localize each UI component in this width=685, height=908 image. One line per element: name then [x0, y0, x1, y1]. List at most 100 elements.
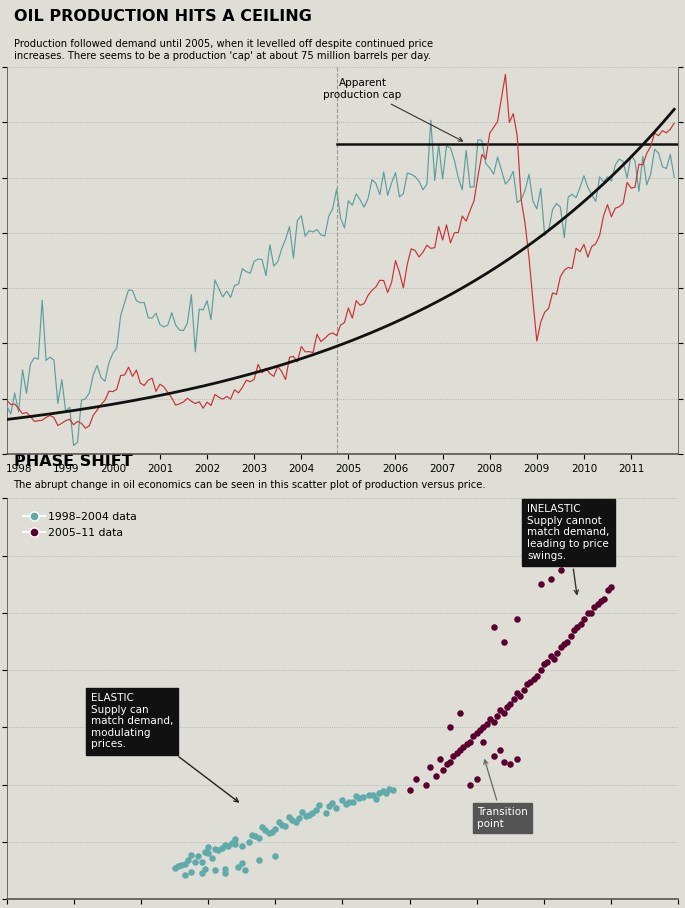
Point: [176, 858, 187, 873]
Point: [226, 836, 237, 851]
Text: PHASE SHIFT: PHASE SHIFT: [14, 454, 132, 469]
Point: [498, 755, 509, 769]
Point: [236, 856, 247, 871]
Point: [374, 785, 385, 800]
Point: [602, 583, 613, 597]
Point: [579, 543, 590, 558]
Point: [488, 620, 499, 635]
Point: [545, 648, 556, 663]
Point: [505, 757, 516, 772]
Point: [253, 853, 264, 867]
Point: [542, 655, 553, 669]
Point: [508, 692, 519, 706]
Point: [558, 637, 569, 652]
Point: [206, 851, 217, 865]
Point: [388, 783, 399, 797]
Point: [495, 703, 506, 717]
Point: [454, 706, 465, 720]
Point: [404, 783, 415, 797]
Point: [203, 846, 214, 861]
Point: [471, 725, 482, 740]
Point: [179, 867, 190, 882]
Point: [445, 720, 456, 735]
Point: [575, 617, 586, 632]
Point: [488, 715, 499, 729]
Point: [586, 606, 597, 620]
Point: [293, 811, 304, 825]
Point: [482, 717, 493, 732]
Text: ELASTIC
Supply can
match demand,
modulating
prices.: ELASTIC Supply can match demand, modulat…: [91, 693, 238, 802]
Point: [384, 782, 395, 796]
Point: [488, 748, 499, 763]
Point: [606, 580, 616, 595]
Point: [498, 706, 509, 720]
Point: [351, 789, 362, 804]
Point: [240, 863, 251, 877]
Text: Transition
point: Transition point: [477, 760, 527, 829]
Point: [270, 849, 281, 864]
Point: [549, 651, 560, 666]
Point: [475, 723, 486, 737]
Point: [340, 796, 351, 811]
Point: [314, 797, 325, 812]
Point: [491, 708, 502, 723]
Point: [461, 737, 472, 752]
Point: [216, 841, 227, 855]
Point: [381, 785, 392, 800]
Text: OIL PRODUCTION HITS A CEILING: OIL PRODUCTION HITS A CEILING: [14, 9, 312, 25]
Point: [535, 577, 546, 592]
Point: [588, 600, 599, 615]
Point: [286, 813, 297, 827]
Point: [471, 772, 482, 786]
Point: [599, 526, 610, 540]
Point: [448, 748, 459, 763]
Point: [186, 847, 197, 862]
Point: [367, 788, 378, 803]
Point: [421, 777, 432, 792]
Point: [337, 793, 348, 807]
Point: [210, 863, 221, 877]
Point: [357, 789, 368, 804]
Point: [266, 824, 277, 839]
Point: [223, 839, 234, 854]
Point: [196, 866, 207, 881]
Point: [521, 677, 532, 692]
Point: [431, 769, 442, 784]
Point: [173, 859, 184, 873]
Point: [599, 591, 610, 606]
Point: [592, 597, 603, 612]
Point: [330, 801, 341, 815]
Point: [199, 844, 210, 859]
Point: [377, 784, 388, 798]
Point: [273, 815, 284, 830]
Point: [347, 794, 358, 809]
Point: [327, 795, 338, 810]
Point: [229, 837, 240, 852]
Point: [478, 735, 489, 749]
Point: [485, 712, 496, 726]
Point: [320, 805, 331, 820]
Point: [535, 663, 546, 677]
Point: [344, 795, 355, 810]
Point: [501, 700, 512, 715]
Point: [189, 854, 200, 869]
Point: [297, 804, 308, 819]
Point: [525, 675, 536, 689]
Legend: 1998–2004 data, 2005–11 data: 1998–2004 data, 2005–11 data: [19, 508, 141, 542]
Point: [260, 823, 271, 837]
Point: [515, 688, 526, 703]
Point: [438, 763, 449, 777]
Point: [186, 864, 197, 879]
Point: [498, 634, 509, 648]
Point: [562, 634, 573, 648]
Point: [192, 849, 203, 864]
Point: [545, 571, 556, 586]
Point: [512, 752, 523, 766]
Point: [280, 819, 291, 834]
Point: [219, 862, 230, 876]
Point: [284, 809, 295, 824]
Text: Production followed demand until 2005, when it levelled off despite continued pr: Production followed demand until 2005, w…: [14, 39, 433, 61]
Point: [371, 792, 382, 806]
Point: [451, 745, 462, 760]
Point: [253, 831, 264, 845]
